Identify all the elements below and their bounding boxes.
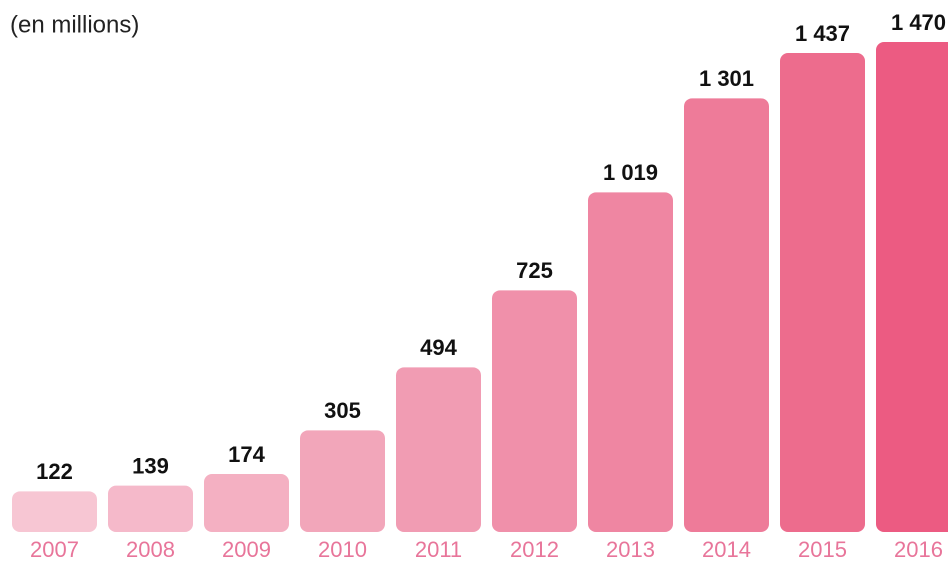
bar	[876, 42, 948, 532]
value-label: 1 301	[699, 66, 754, 91]
bar	[492, 290, 577, 532]
value-label: 174	[228, 442, 265, 467]
x-tick-label: 2008	[126, 537, 175, 562]
value-label: 494	[420, 335, 457, 360]
value-label: 1 470	[891, 10, 946, 35]
value-label: 1 437	[795, 21, 850, 46]
x-tick-label: 2009	[222, 537, 271, 562]
x-tick-label: 2013	[606, 537, 655, 562]
value-label: 1 019	[603, 160, 658, 185]
x-tick-label: 2010	[318, 537, 367, 562]
bar	[300, 430, 385, 532]
bar	[780, 53, 865, 532]
value-label: 305	[324, 398, 361, 423]
chart-subtitle: (en millions)	[10, 11, 139, 38]
bar	[204, 474, 289, 532]
bar	[396, 367, 481, 532]
x-tick-label: 2007	[30, 537, 79, 562]
value-label: 725	[516, 258, 553, 283]
bar	[12, 491, 97, 532]
bar	[108, 485, 193, 532]
x-tick-label: 2011	[415, 537, 462, 562]
bar	[588, 192, 673, 533]
x-tick-label: 2015	[798, 537, 847, 562]
x-tick-label: 2014	[702, 537, 751, 562]
value-label: 139	[132, 453, 169, 478]
bar	[684, 98, 769, 532]
value-label: 122	[36, 459, 73, 484]
x-tick-label: 2016	[894, 537, 943, 562]
x-tick-label: 2012	[510, 537, 559, 562]
